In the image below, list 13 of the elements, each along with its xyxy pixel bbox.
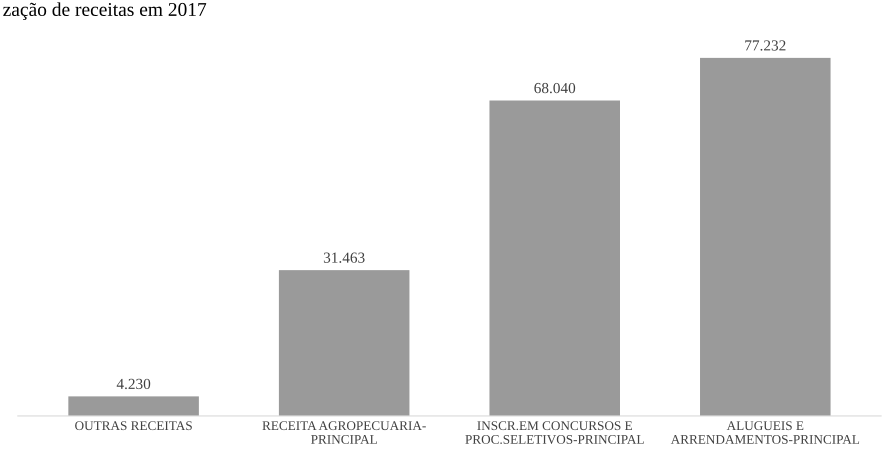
data-label: 77.232 (745, 40, 786, 51)
bar (278, 270, 410, 416)
bar (489, 100, 620, 416)
x-tick-label: RECEITA AGROPECUARIA- PRINCIPAL (262, 421, 426, 444)
chart-title: zação de receitas em 2017 (3, 2, 206, 20)
data-label: 68.040 (534, 82, 576, 94)
bar (68, 396, 199, 416)
bar (700, 58, 831, 416)
x-tick-label: OUTRAS RECEITAS (75, 421, 192, 430)
data-label: 4.230 (116, 378, 150, 390)
x-tick-label: INSCR.EM CONCURSOS E PROC.SELETIVOS-PRINCIPAL (465, 421, 644, 444)
data-label: 31.463 (324, 252, 365, 263)
x-tick-label: ALUGUEIS E ARRENDAMENTOS-PRINCIPAL (670, 421, 860, 444)
